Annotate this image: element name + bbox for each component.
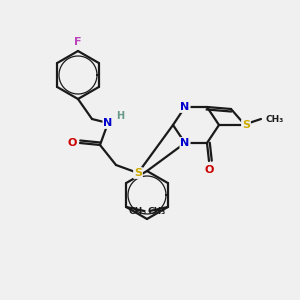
Text: CH₃: CH₃ [265,115,283,124]
Text: N: N [103,118,112,128]
Text: N: N [180,138,190,148]
Text: CH₃: CH₃ [128,206,147,215]
Text: S: S [134,168,142,178]
Text: F: F [74,37,82,47]
Text: O: O [204,165,214,175]
Text: CH₃: CH₃ [147,206,166,215]
Text: O: O [67,138,77,148]
Text: N: N [180,102,190,112]
Text: S: S [242,120,250,130]
Text: H: H [116,111,124,121]
